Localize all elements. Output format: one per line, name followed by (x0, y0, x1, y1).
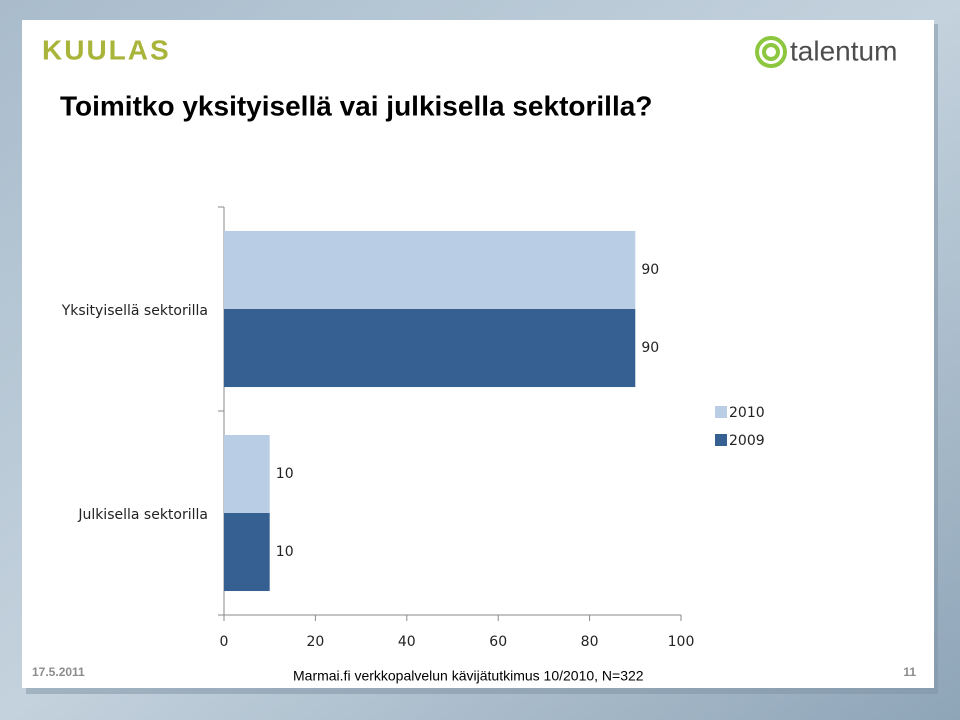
logo-left: KUULAS (42, 34, 171, 65)
x-tick-label: 100 (668, 634, 695, 650)
logo-right: talentum (790, 35, 897, 66)
bar (224, 434, 270, 513)
bar (224, 309, 636, 388)
data-label: 90 (641, 340, 659, 356)
page-number: 11 (903, 665, 916, 679)
legend-swatch (715, 406, 727, 418)
x-tick-label: 20 (306, 634, 324, 650)
logo-icon (755, 36, 787, 68)
bar (224, 513, 270, 592)
x-tick-label: 60 (489, 634, 507, 650)
legend-label: 2009 (729, 433, 765, 449)
data-label: 10 (276, 466, 294, 482)
x-tick-label: 40 (398, 634, 416, 650)
slide-title: Toimitko yksityisellä vai julkisella sek… (60, 90, 652, 121)
legend-swatch (715, 434, 727, 446)
data-label: 90 (641, 262, 659, 278)
footer: Marmai.fi verkkopalvelun kävijätutkimus … (293, 668, 644, 684)
x-tick-label: 0 (220, 634, 229, 650)
y-tick-label: Julkisella sektorilla (77, 507, 208, 523)
data-label: 10 (276, 544, 294, 560)
y-tick-label: Yksityisellä sektorilla (61, 303, 208, 319)
legend-label: 2010 (729, 405, 765, 421)
bar (224, 230, 636, 309)
date: 17.5.2011 (32, 665, 85, 679)
x-tick-label: 80 (581, 634, 599, 650)
